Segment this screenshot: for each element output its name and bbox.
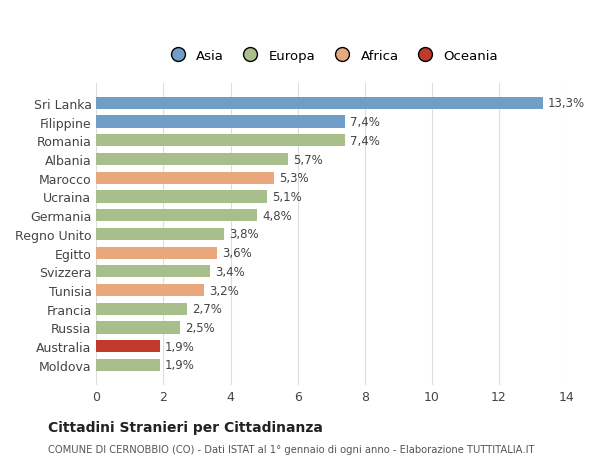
- Legend: Asia, Europa, Africa, Oceania: Asia, Europa, Africa, Oceania: [159, 45, 503, 68]
- Text: 1,9%: 1,9%: [165, 358, 195, 372]
- Text: 3,4%: 3,4%: [215, 265, 245, 278]
- Bar: [97, 285, 204, 297]
- Bar: [97, 116, 344, 129]
- Text: 7,4%: 7,4%: [350, 134, 380, 147]
- Text: 1,9%: 1,9%: [165, 340, 195, 353]
- Text: 2,5%: 2,5%: [185, 321, 215, 334]
- Bar: [97, 266, 211, 278]
- Bar: [97, 322, 180, 334]
- Bar: [97, 191, 268, 203]
- Bar: [97, 228, 224, 241]
- Text: 3,2%: 3,2%: [209, 284, 239, 297]
- Text: 7,4%: 7,4%: [350, 116, 380, 129]
- Text: 5,3%: 5,3%: [279, 172, 309, 185]
- Text: Cittadini Stranieri per Cittadinanza: Cittadini Stranieri per Cittadinanza: [48, 420, 323, 434]
- Bar: [97, 303, 187, 315]
- Text: 3,8%: 3,8%: [229, 228, 259, 241]
- Text: 5,7%: 5,7%: [293, 153, 322, 166]
- Text: 2,7%: 2,7%: [192, 302, 222, 316]
- Bar: [97, 341, 160, 353]
- Bar: [97, 135, 344, 147]
- Bar: [97, 172, 274, 185]
- Bar: [97, 210, 257, 222]
- Text: 5,1%: 5,1%: [272, 190, 302, 203]
- Text: 4,8%: 4,8%: [262, 209, 292, 222]
- Bar: [97, 359, 160, 371]
- Bar: [97, 154, 287, 166]
- Text: 13,3%: 13,3%: [548, 97, 585, 110]
- Text: COMUNE DI CERNOBBIO (CO) - Dati ISTAT al 1° gennaio di ogni anno - Elaborazione : COMUNE DI CERNOBBIO (CO) - Dati ISTAT al…: [48, 444, 535, 454]
- Bar: [97, 247, 217, 259]
- Text: 3,6%: 3,6%: [222, 246, 252, 259]
- Bar: [97, 98, 542, 110]
